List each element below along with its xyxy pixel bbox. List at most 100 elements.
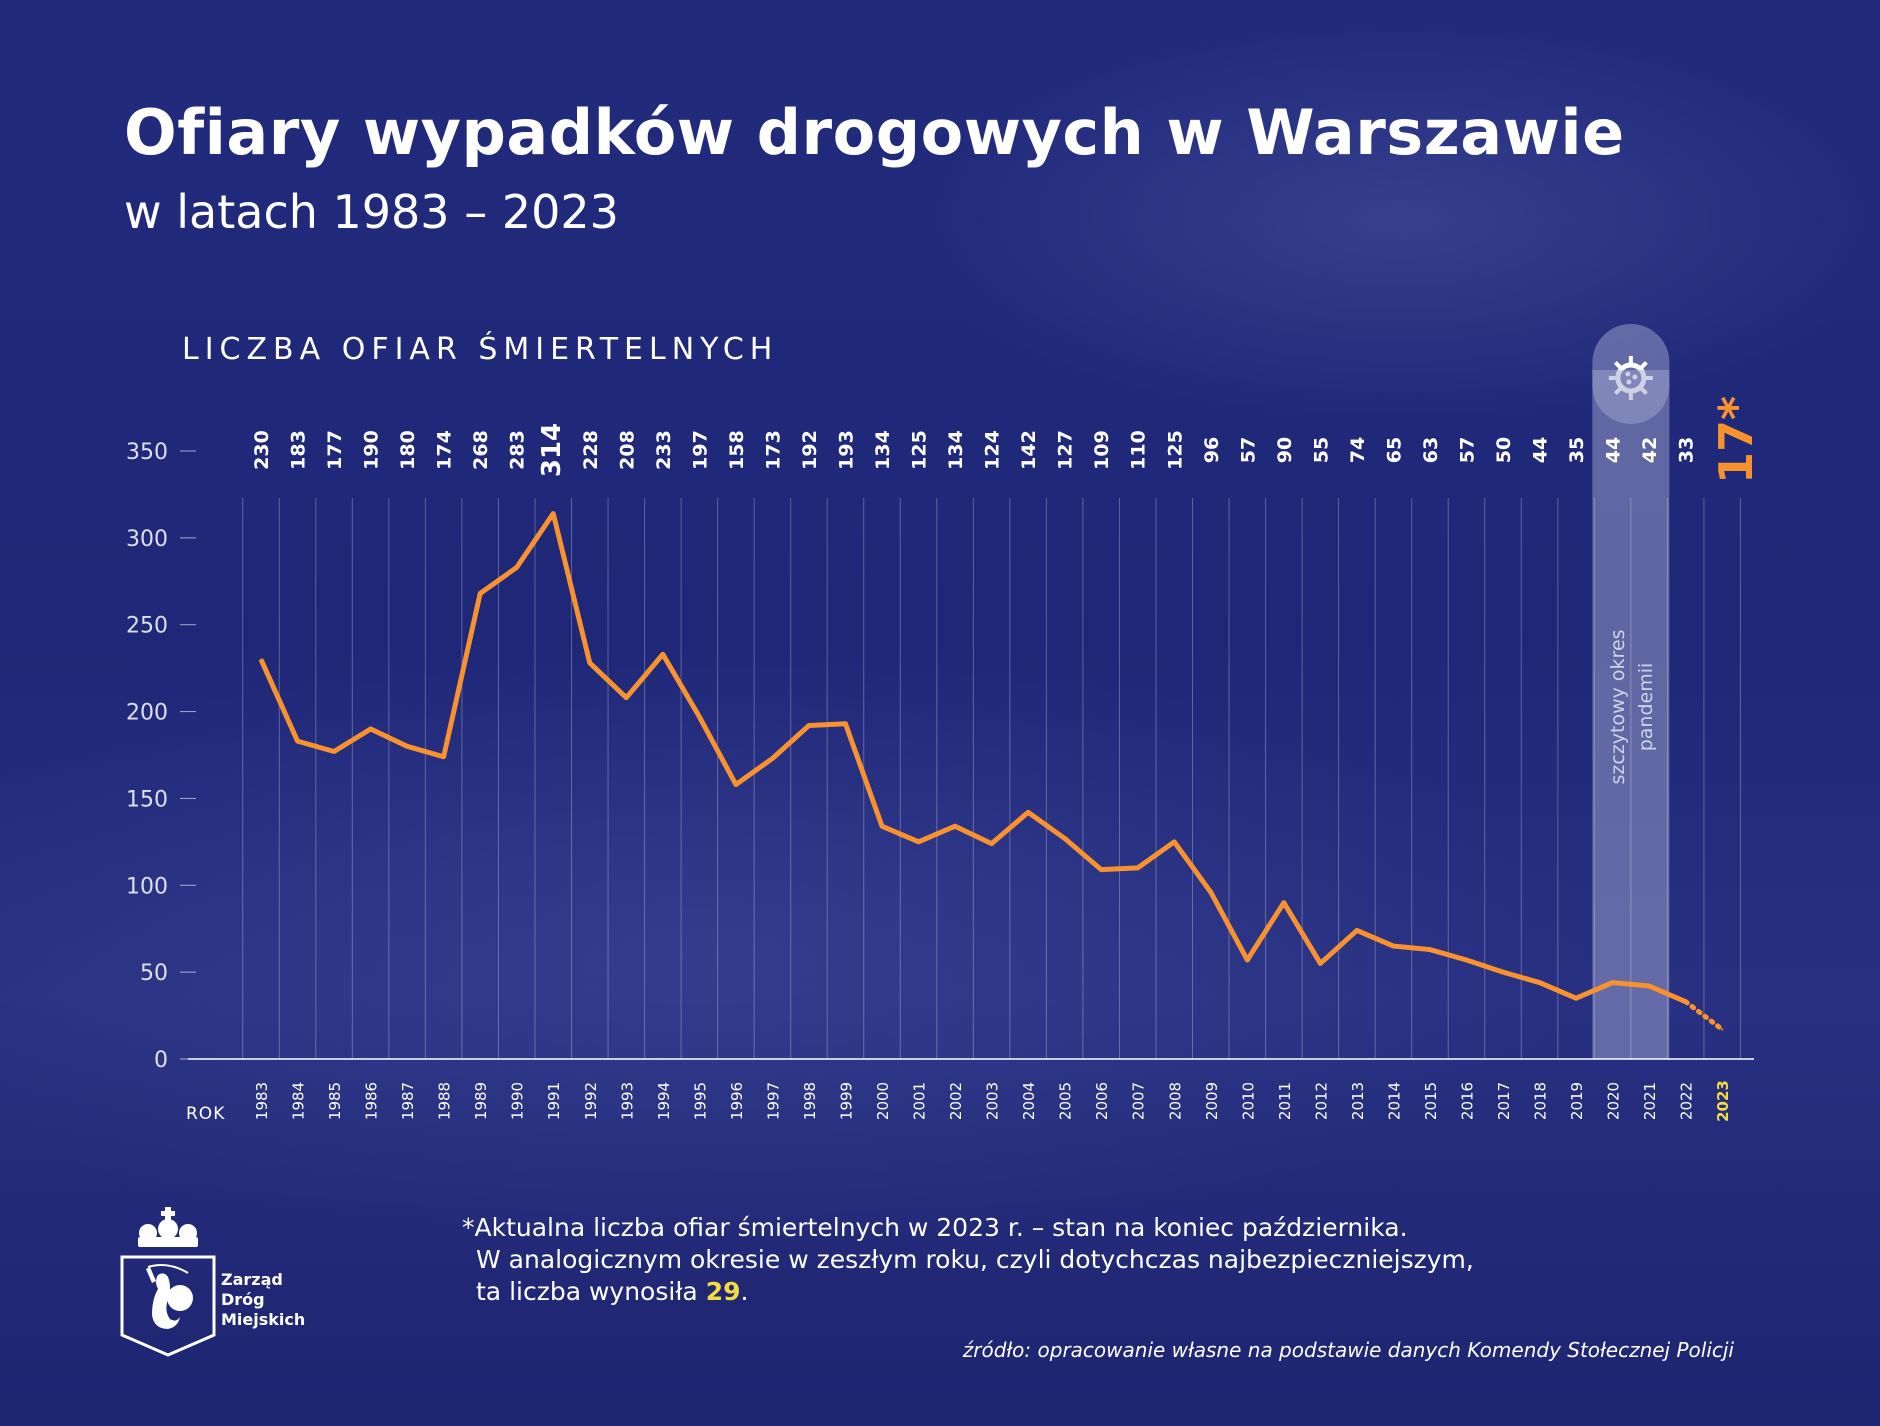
data-point (1648, 985, 1651, 988)
footnote-line-3-suffix: . (740, 1277, 749, 1306)
data-point (954, 825, 957, 828)
data-point (260, 658, 262, 661)
x-tick-label: 1999 (837, 1082, 855, 1120)
x-tick-label: 2015 (1422, 1082, 1440, 1120)
value-label: 35 (1566, 437, 1588, 463)
data-point (296, 740, 299, 743)
value-label: 74 (1347, 437, 1369, 463)
footnote-line-1: *Aktualna liczba ofiar śmiertelnych w 20… (462, 1213, 1408, 1242)
data-point (406, 745, 409, 748)
data-point (333, 750, 336, 753)
logo-text-line-2: Dróg (221, 1290, 265, 1309)
value-label: 57 (1237, 437, 1259, 463)
value-label: 183 (288, 430, 310, 470)
value-label: 180 (397, 430, 419, 470)
value-label: 124 (982, 430, 1004, 470)
data-point (369, 727, 372, 730)
data-point (1246, 958, 1249, 961)
value-label: 44 (1603, 437, 1625, 463)
data-point (807, 724, 810, 727)
footnote-highlight-value: 29 (705, 1277, 741, 1306)
data-point (990, 842, 993, 845)
data-point (1575, 997, 1578, 1000)
data-point (625, 696, 628, 699)
value-label: 233 (653, 430, 675, 470)
x-tick-label: 2008 (1166, 1082, 1184, 1120)
x-axis-title: ROK (186, 1104, 225, 1124)
x-tick-label: 1996 (728, 1082, 746, 1120)
y-tick-label: 100 (126, 874, 168, 899)
x-tick-label: 2000 (874, 1082, 892, 1120)
value-label: 125 (909, 430, 931, 470)
data-point (1684, 1000, 1687, 1003)
logo-text-line-1: Zarząd (221, 1270, 283, 1289)
value-label: 127 (1055, 430, 1077, 470)
value-label: 158 (726, 430, 748, 470)
value-label: 142 (1018, 430, 1040, 470)
value-label: 90 (1274, 437, 1296, 463)
x-tick-label: 2003 (984, 1082, 1002, 1120)
y-tick-label: 200 (126, 701, 168, 726)
x-tick-label: 2007 (1130, 1082, 1148, 1120)
x-tick-label: 2013 (1349, 1082, 1367, 1120)
virus-spike (1613, 361, 1623, 370)
pandemic-band-body (1592, 370, 1670, 1059)
x-tick-label: 2014 (1385, 1082, 1403, 1120)
data-point (844, 722, 847, 725)
value-label: 134 (945, 430, 967, 470)
x-tick-label: 2010 (1239, 1082, 1257, 1120)
data-point (442, 755, 445, 758)
x-tick-label: 2005 (1057, 1082, 1075, 1120)
x-tick-label: 2011 (1276, 1082, 1294, 1120)
x-tick-label: 1986 (363, 1082, 381, 1120)
value-label: 57 (1456, 437, 1478, 463)
value-label: 96 (1201, 437, 1223, 463)
data-line (258, 511, 1687, 1004)
value-label: 268 (470, 430, 492, 470)
value-label: 314 (537, 423, 567, 477)
value-label: 33 (1676, 437, 1698, 463)
value-label: 17* (1709, 396, 1763, 484)
y-tick-label: 300 (126, 527, 168, 552)
footnote: *Aktualna liczba ofiar śmiertelnych w 20… (462, 1212, 1474, 1308)
value-label: 44 (1530, 437, 1552, 463)
value-label: 283 (507, 430, 529, 470)
x-tick-label: 2002 (947, 1082, 965, 1120)
x-tick-label: 2006 (1093, 1082, 1111, 1120)
x-tick-label: 2004 (1020, 1082, 1038, 1120)
y-axis-title: LICZBA OFIAR ŚMIERTELNYCH (182, 332, 779, 367)
x-tick-label: 2022 (1678, 1082, 1696, 1120)
source-note: źródło: opracowanie własne na podstawie … (962, 1338, 1734, 1362)
value-label: 192 (799, 430, 821, 470)
value-label: 193 (835, 430, 857, 470)
x-tick-label: 2020 (1605, 1082, 1623, 1120)
data-point (734, 783, 737, 786)
data-point (515, 566, 518, 569)
x-tick-label: 2016 (1458, 1082, 1476, 1120)
x-tick-label: 2021 (1641, 1082, 1659, 1120)
data-point (1465, 958, 1468, 961)
x-tick-label: 1988 (436, 1082, 454, 1120)
logo-text-line-3: Miejskich (221, 1310, 306, 1329)
value-label: 208 (616, 430, 638, 470)
value-label: 230 (251, 430, 273, 470)
x-tick-label: 1997 (764, 1082, 782, 1120)
y-tick-label: 250 (126, 614, 168, 639)
x-tick-label: 1998 (801, 1082, 819, 1120)
data-point (1100, 868, 1103, 871)
value-label: 55 (1310, 437, 1332, 463)
zdm-logo-icon (120, 1207, 216, 1357)
footnote-line-3: ta liczba wynosiła 29. (462, 1276, 1474, 1308)
x-tick-label: 1994 (655, 1082, 673, 1120)
x-tick-label: 1995 (691, 1082, 709, 1120)
footnote-line-2: W analogicznym okresie w zeszłym roku, c… (476, 1245, 1474, 1274)
data-point (661, 653, 664, 656)
data-point (1136, 866, 1139, 869)
footnote-line-3-prefix: ta liczba wynosiła (476, 1277, 706, 1306)
data-point (917, 840, 920, 843)
x-tick-label: 2019 (1568, 1082, 1586, 1120)
x-tick-label: 1993 (618, 1082, 636, 1120)
data-point (1027, 811, 1030, 814)
value-label: 42 (1639, 437, 1661, 463)
